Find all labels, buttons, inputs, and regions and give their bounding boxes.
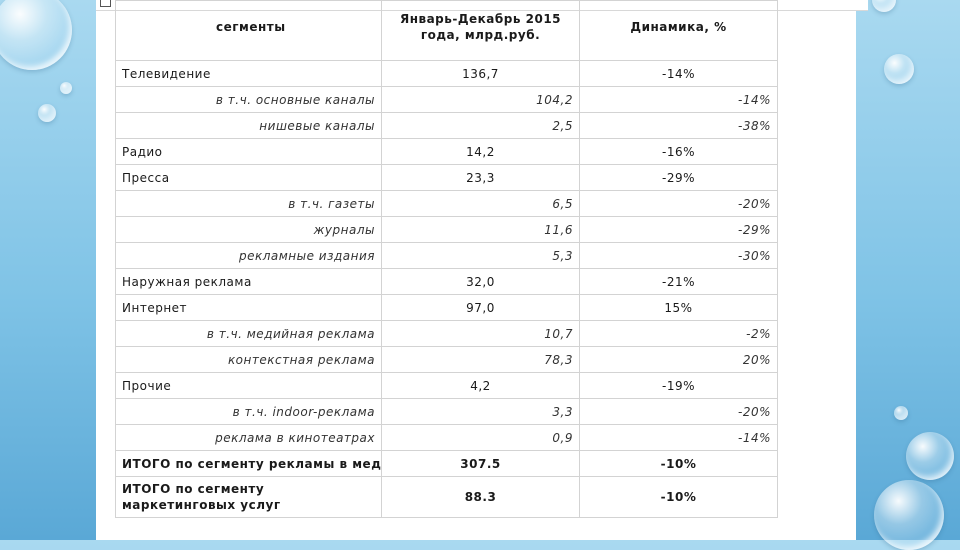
value-cell: 307.5 [381, 450, 580, 477]
table-row: реклама в кинотеатрах 0,9 -14% [115, 424, 778, 451]
value-cell: 5,3 [381, 242, 580, 269]
table-row: Прочие 4,2 -19% [115, 372, 778, 399]
table-row: в т.ч. основные каналы 104,2 -14% [115, 86, 778, 113]
table-row: в т.ч. газеты 6,5 -20% [115, 190, 778, 217]
dynamics-cell: -19% [579, 372, 778, 399]
dynamics-cell: -20% [579, 190, 778, 217]
segment-cell: Интернет [115, 294, 382, 321]
value-cell: 32,0 [381, 268, 580, 295]
segment-cell: в т.ч. газеты [115, 190, 382, 217]
value-cell: 3,3 [381, 398, 580, 425]
dynamics-cell: -2% [579, 320, 778, 347]
dynamics-cell: -29% [579, 164, 778, 191]
dynamics-cell: 20% [579, 346, 778, 373]
segment-cell: рекламные издания [115, 242, 382, 269]
table-row: в т.ч. медийная реклама 10,7 -2% [115, 320, 778, 347]
dynamics-cell: -14% [579, 86, 778, 113]
table-row: Пресса 23,3 -29% [115, 164, 778, 191]
value-cell: 23,3 [381, 164, 580, 191]
water-droplet-decoration [0, 0, 72, 70]
advertising-segments-table: сегменты Январь-Декабрь 2015 года, млрд.… [115, 0, 778, 518]
table-row: Интернет 97,0 15% [115, 294, 778, 321]
dynamics-cell: -20% [579, 398, 778, 425]
table-row: Радио 14,2 -16% [115, 138, 778, 165]
table-row: нишевые каналы 2,5 -38% [115, 112, 778, 139]
segment-cell: нишевые каналы [115, 112, 382, 139]
dynamics-cell: -10% [579, 450, 778, 477]
table-row: Телевидение 136,7 -14% [115, 60, 778, 87]
value-cell: 2,5 [381, 112, 580, 139]
water-droplet-decoration [906, 432, 954, 480]
value-cell: 136,7 [381, 60, 580, 87]
value-cell: 88.3 [381, 476, 580, 518]
segment-cell: в т.ч. основные каналы [115, 86, 382, 113]
table-row: рекламные издания 5,3 -30% [115, 242, 778, 269]
segment-cell: в т.ч. медийная реклама [115, 320, 382, 347]
value-cell: 4,2 [381, 372, 580, 399]
segment-cell: Наружная реклама [115, 268, 382, 295]
dynamics-cell: -14% [579, 424, 778, 451]
dynamics-cell: -21% [579, 268, 778, 295]
segment-cell: реклама в кинотеатрах [115, 424, 382, 451]
segment-cell: Радио [115, 138, 382, 165]
segment-cell: Телевидение [115, 60, 382, 87]
table-row: журналы 11,6 -29% [115, 216, 778, 243]
value-cell: 14,2 [381, 138, 580, 165]
value-cell: 104,2 [381, 86, 580, 113]
table-header-row: сегменты Январь-Декабрь 2015 года, млрд.… [115, 0, 778, 61]
water-droplet-decoration [38, 104, 56, 122]
header-period: Январь-Декабрь 2015 года, млрд.руб. [381, 0, 580, 61]
value-cell: 10,7 [381, 320, 580, 347]
water-droplet-decoration [884, 54, 914, 84]
dynamics-cell: -30% [579, 242, 778, 269]
segment-cell: ИТОГО по сегменту рекламы в медиа [115, 450, 382, 477]
water-droplet-decoration [874, 480, 944, 550]
segment-cell: ИТОГО по сегменту маркетинговых услуг [115, 476, 382, 518]
header-dynamics: Динамика, % [579, 0, 778, 61]
dynamics-cell: -29% [579, 216, 778, 243]
dynamics-cell: -10% [579, 476, 778, 518]
dynamics-cell: 15% [579, 294, 778, 321]
table-row: Наружная реклама 32,0 -21% [115, 268, 778, 295]
water-droplet-decoration [60, 82, 72, 94]
value-cell: 78,3 [381, 346, 580, 373]
table-row: контекстная реклама 78,3 20% [115, 346, 778, 373]
table-row: ИТОГО по сегменту маркетинговых услуг 88.… [115, 476, 778, 518]
segment-cell: контекстная реклама [115, 346, 382, 373]
dynamics-cell: -14% [579, 60, 778, 87]
table-row: ИТОГО по сегменту рекламы в медиа 307.5 -1… [115, 450, 778, 477]
segment-cell: журналы [115, 216, 382, 243]
value-cell: 0,9 [381, 424, 580, 451]
water-droplet-decoration [894, 406, 908, 420]
value-cell: 11,6 [381, 216, 580, 243]
value-cell: 97,0 [381, 294, 580, 321]
dynamics-cell: -16% [579, 138, 778, 165]
header-segments: сегменты [115, 0, 382, 61]
segment-cell: в т.ч. indoor-реклама [115, 398, 382, 425]
value-cell: 6,5 [381, 190, 580, 217]
checkbox-icon [100, 0, 111, 7]
dynamics-cell: -38% [579, 112, 778, 139]
segment-cell: Пресса [115, 164, 382, 191]
water-droplet-decoration [872, 0, 896, 12]
segment-cell: Прочие [115, 372, 382, 399]
table-row: в т.ч. indoor-реклама 3,3 -20% [115, 398, 778, 425]
